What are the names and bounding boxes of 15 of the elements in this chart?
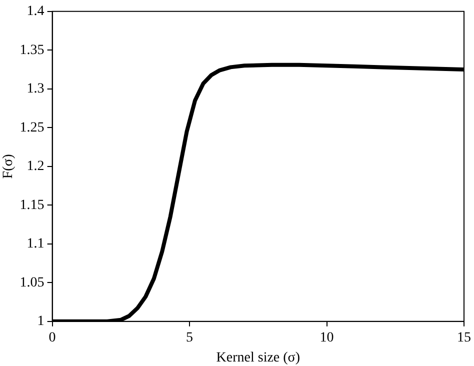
y-tick-label: 1.2 <box>26 159 44 174</box>
x-tick-label: 10 <box>320 330 334 346</box>
x-tick-label: 0 <box>48 330 56 346</box>
y-tick-label: 1 <box>37 314 44 330</box>
y-tick-label: 1.25 <box>20 120 44 136</box>
y-tick-label: 1.3 <box>26 82 44 97</box>
x-axis-title: Kernel size (σ) <box>216 350 300 366</box>
y-tick-label: 1.35 <box>20 42 44 58</box>
x-tick-label: 15 <box>457 330 471 346</box>
y-tick-label: 1.15 <box>20 198 44 213</box>
y-tick-label: 1.1 <box>26 236 44 252</box>
y-tick-label: 1.4 <box>26 4 44 20</box>
y-axis-title: F(σ) <box>1 154 16 179</box>
x-tick-label: 5 <box>186 330 194 346</box>
y-tick-label: 1.05 <box>20 275 44 290</box>
